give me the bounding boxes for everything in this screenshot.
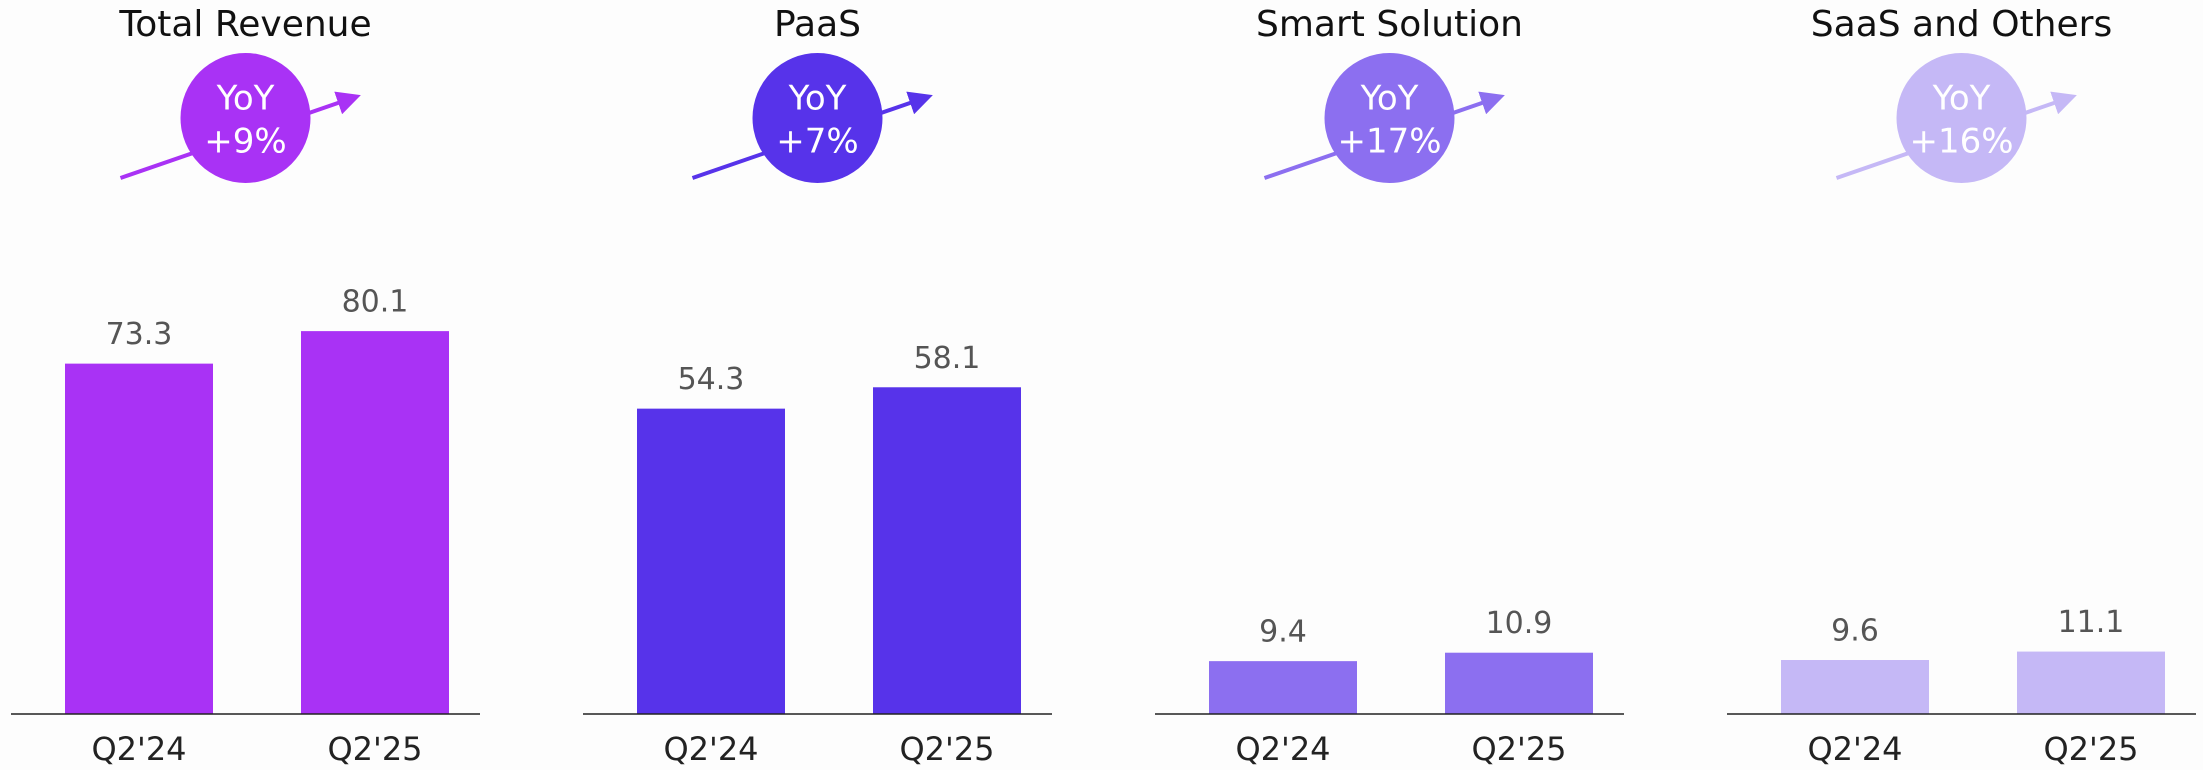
value-label: 54.3 <box>678 362 745 397</box>
bar <box>637 408 785 714</box>
badge-change: +16% <box>1909 122 2013 162</box>
value-label: 58.1 <box>914 341 981 376</box>
badge-circle <box>180 53 311 183</box>
panel-title: SaaS and Others <box>1811 4 2112 45</box>
x-tick-label: Q2'24 <box>91 730 186 768</box>
x-tick-label: Q2'24 <box>663 730 758 768</box>
x-tick-label: Q2'25 <box>327 730 422 768</box>
x-tick-label: Q2'24 <box>1807 730 1902 768</box>
value-label: 9.4 <box>1259 615 1307 650</box>
badge-label: YoY <box>216 79 275 119</box>
x-tick-label: Q2'25 <box>1471 730 1566 768</box>
x-tick-label: Q2'25 <box>899 730 994 768</box>
x-tick-label: Q2'25 <box>2043 730 2138 768</box>
badge-change: +9% <box>204 122 286 162</box>
value-label: 11.1 <box>2058 605 2125 640</box>
bar <box>1445 652 1593 714</box>
bar <box>1781 660 1929 714</box>
value-label: 10.9 <box>1486 606 1553 641</box>
bar <box>873 387 1021 714</box>
badge-circle <box>1896 53 2027 183</box>
value-label: 9.6 <box>1831 614 1879 649</box>
bar <box>2017 651 2165 714</box>
badge-change: +7% <box>776 122 858 162</box>
badge-label: YoY <box>1360 79 1419 119</box>
badge-label: YoY <box>1932 79 1991 119</box>
bar <box>301 331 449 714</box>
badge-change: +17% <box>1337 122 1441 162</box>
value-label: 73.3 <box>106 317 173 352</box>
value-label: 80.1 <box>342 285 409 320</box>
badge-circle <box>752 53 883 183</box>
panel-title: Smart Solution <box>1256 4 1523 45</box>
bar <box>1209 661 1357 714</box>
badge-label: YoY <box>788 79 847 119</box>
badge-circle <box>1324 53 1455 183</box>
bar <box>65 363 213 714</box>
x-tick-label: Q2'24 <box>1235 730 1330 768</box>
panel-title: PaaS <box>774 4 861 45</box>
panel-title: Total Revenue <box>118 4 371 45</box>
